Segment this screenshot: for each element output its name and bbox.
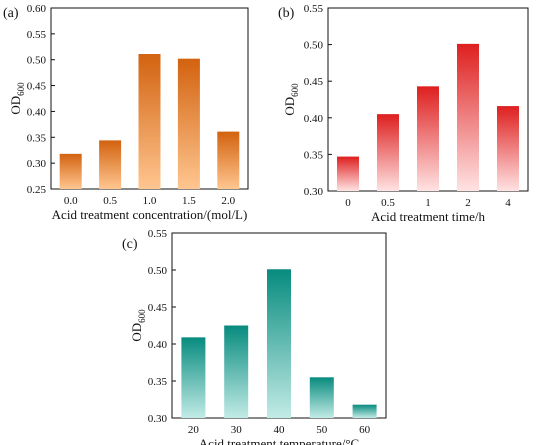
- panel-a: (a) 0.250.300.350.400.450.500.550.600.0 0…: [3, 3, 249, 222]
- y-tick-label-c-4: 0.50: [148, 265, 168, 277]
- y-tick-label-a-0: 0.25: [27, 184, 47, 196]
- bar-b-3: [457, 43, 479, 192]
- y-tick-label-b-3: 0.45: [304, 76, 324, 88]
- bar-a-0: [59, 153, 82, 189]
- bar-c-0: [181, 337, 206, 418]
- y-axis-label-sub-c: 600: [137, 309, 147, 323]
- bar-a-4: [217, 131, 240, 189]
- axis-ticks-b: 0.30 0.35 0.40 0.45 0.50 0.55 0 0.5 1 2 4: [304, 3, 512, 209]
- panel-label-a: (a): [3, 6, 19, 21]
- bars-b: [337, 43, 519, 192]
- bar-a-3: [177, 58, 200, 190]
- y-tick-label-b-2: 0.40: [304, 113, 324, 125]
- panel-b: (b) 0.30 0.35 0.40 0.45 0.50 0.55 0 0.5 1 2 4 Acid…: [278, 3, 529, 224]
- x-tick-label-c-2: 40: [274, 424, 286, 436]
- x-tick-label-c-0: 20: [188, 424, 200, 436]
- y-tick-label-b-5: 0.55: [304, 3, 324, 15]
- y-tick-label-c-3: 0.45: [148, 302, 168, 314]
- y-tick-label-a-2: 0.35: [27, 132, 47, 144]
- x-tick-label-a-2: 1.0: [143, 195, 157, 207]
- y-tick-label-a-6: 0.55: [27, 29, 47, 41]
- x-axis-label-b: Acid treatment time/h: [371, 209, 486, 224]
- bars-a: [59, 54, 240, 190]
- axis-ticks-a: 0.25 0.30 0.35 0.40 0.45 0.50 0.55 0.60 0.0 0.5 1.…: [27, 3, 236, 207]
- bar-c-3: [309, 377, 334, 418]
- y-axis-label-sub-b: 600: [290, 83, 300, 97]
- y-tick-label-a-4: 0.45: [27, 81, 47, 93]
- bar-b-2: [417, 86, 439, 191]
- bar-b-0: [337, 156, 359, 191]
- y-tick-label-a-7: 0.60: [27, 3, 47, 15]
- y-axis-label-b: OD600: [282, 83, 300, 116]
- x-tick-label-a-1: 0.5: [103, 195, 117, 207]
- x-axis-label-a: Acid treatment concentration/(mol/L): [52, 207, 248, 222]
- y-tick-label-b-1: 0.35: [304, 149, 324, 161]
- bar-b-4: [497, 106, 519, 191]
- x-tick-label-c-3: 50: [316, 424, 328, 436]
- panel-label-c: (c): [122, 237, 138, 252]
- y-tick-label-a-1: 0.30: [27, 158, 47, 170]
- x-tick-label-a-3: 1.5: [182, 195, 196, 207]
- y-axis-label-c: OD600: [129, 309, 147, 342]
- x-tick-label-c-1: 30: [231, 424, 243, 436]
- x-tick-label-b-0: 0: [345, 197, 351, 209]
- x-tick-label-b-2: 1: [425, 197, 431, 209]
- y-tick-label-c-1: 0.35: [148, 376, 168, 388]
- y-tick-label-c-5: 0.55: [148, 228, 168, 240]
- bar-a-1: [99, 140, 122, 189]
- x-axis-label-c: Acid treatment temperature/°C: [199, 436, 359, 445]
- y-axis-label-main-c: OD: [129, 323, 144, 342]
- y-axis-label-main-a: OD: [8, 96, 23, 115]
- bar-c-4: [352, 404, 377, 418]
- y-axis-label-main-b: OD: [282, 97, 297, 116]
- x-tick-label-b-4: 4: [505, 197, 511, 209]
- x-tick-label-a-4: 2.0: [221, 195, 235, 207]
- bar-c-2: [267, 269, 291, 418]
- bar-a-2: [138, 54, 161, 190]
- axis-ticks-c: 0.30 0.35 0.40 0.45 0.50 0.55 20 30 40 50 60: [148, 228, 371, 436]
- x-tick-label-a-0: 0.0: [64, 195, 78, 207]
- x-tick-label-b-3: 2: [465, 197, 471, 209]
- x-tick-label-b-1: 0.5: [381, 197, 395, 209]
- bars-c: [181, 269, 377, 418]
- y-tick-label-a-3: 0.40: [27, 106, 47, 118]
- y-tick-label-c-0: 0.30: [148, 413, 168, 425]
- y-axis-label-sub-a: 600: [16, 82, 26, 96]
- bar-b-1: [377, 114, 399, 191]
- y-tick-label-c-2: 0.40: [148, 339, 168, 351]
- panel-label-b: (b): [278, 6, 295, 21]
- y-tick-label-a-5: 0.50: [27, 55, 47, 67]
- y-axis-label-a: OD600: [8, 82, 26, 115]
- bar-c-1: [224, 325, 249, 418]
- y-tick-label-b-4: 0.50: [304, 40, 324, 52]
- panel-c: (c) 0.30 0.35 0.40 0.45 0.50 0.55 20 30 40 50 60 A…: [122, 228, 387, 445]
- x-tick-label-c-4: 60: [359, 424, 371, 436]
- y-tick-label-b-0: 0.30: [304, 186, 324, 198]
